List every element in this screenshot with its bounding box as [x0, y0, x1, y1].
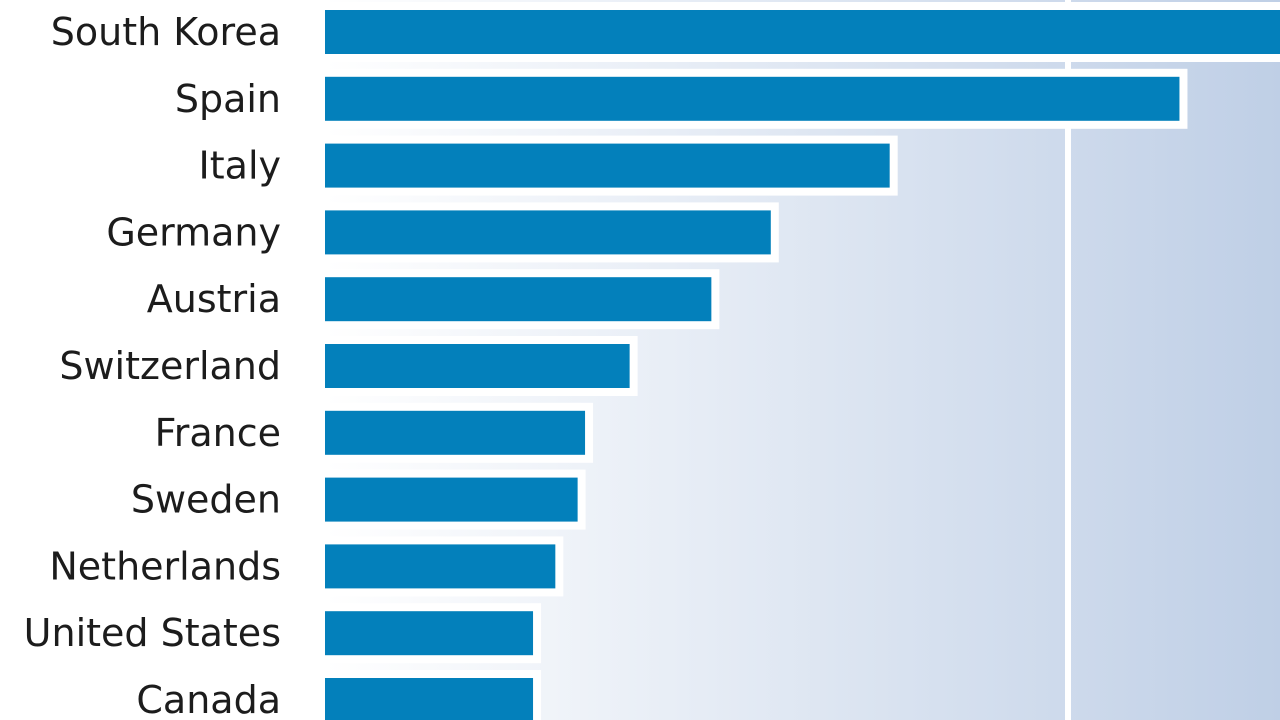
category-label: South Korea	[51, 10, 281, 54]
bar-spain	[325, 76, 1180, 121]
category-label: Canada	[136, 678, 281, 720]
bar-austria	[325, 277, 712, 322]
category-label: Sweden	[131, 478, 281, 522]
bar-germany	[325, 210, 771, 255]
category-label: Switzerland	[59, 344, 281, 388]
category-label: Germany	[106, 210, 281, 254]
bar-france	[325, 410, 586, 455]
gridline	[1065, 0, 1071, 720]
bar-united-states	[325, 611, 534, 656]
category-label: Austria	[147, 277, 281, 321]
category-label: Italy	[199, 144, 281, 188]
category-label: Spain	[175, 77, 281, 121]
bar-netherlands	[325, 544, 556, 589]
category-label: France	[155, 411, 281, 455]
bar-switzerland	[325, 344, 630, 388]
bar-canada	[325, 678, 534, 720]
bar-south-korea	[325, 10, 1280, 54]
bar-italy	[325, 143, 890, 188]
category-label: Netherlands	[49, 544, 281, 588]
bar-sweden	[325, 477, 578, 522]
category-label: United States	[24, 611, 281, 655]
